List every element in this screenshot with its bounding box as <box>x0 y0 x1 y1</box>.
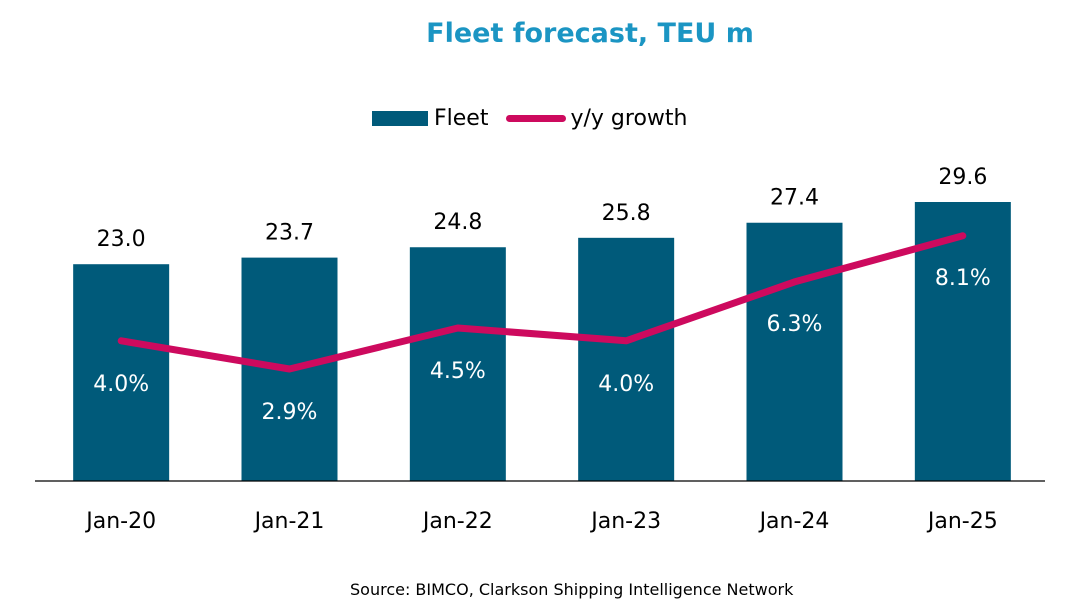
fleet-value-label: 23.7 <box>265 221 314 246</box>
fleet-bar <box>73 264 170 481</box>
fleet-bar <box>746 222 843 481</box>
fleet-bar <box>241 257 338 481</box>
fleet-value-label: 23.0 <box>97 227 146 252</box>
growth-value-label: 4.0% <box>93 372 149 397</box>
growth-value-label: 8.1% <box>935 266 991 291</box>
x-tick-label: Jan-24 <box>758 509 830 534</box>
growth-value-label: 6.3% <box>767 312 823 337</box>
chart-title: Fleet forecast, TEU m <box>426 18 754 49</box>
fleet-bar <box>914 202 1011 481</box>
legend-swatch-growth <box>506 114 567 122</box>
legend-swatch-fleet <box>372 110 428 126</box>
legend-item-fleet: Fleet <box>372 106 488 131</box>
fleet-value-label: 25.8 <box>602 201 651 226</box>
legend-label-growth: y/y growth <box>570 105 688 131</box>
growth-line <box>117 232 967 373</box>
x-tick-label: Jan-23 <box>589 509 661 534</box>
fleet-value-label: 27.4 <box>770 186 819 211</box>
chart-source: Source: BIMCO, Clarkson Shipping Intelli… <box>350 580 794 599</box>
growth-value-label: 4.5% <box>430 359 486 384</box>
fleet-bar <box>409 247 506 481</box>
x-tick-label: Jan-21 <box>253 509 325 534</box>
legend-item-growth: y/y growth <box>506 106 687 131</box>
fleet-bar <box>578 237 675 481</box>
x-tick-label: Jan-25 <box>926 509 998 534</box>
growth-value-label: 2.9% <box>262 400 318 425</box>
fleet-value-label: 24.8 <box>433 210 482 235</box>
chart-legend: Fleet y/y growth <box>372 103 705 133</box>
growth-value-label: 4.0% <box>598 372 654 397</box>
x-tick-label: Jan-20 <box>84 509 156 534</box>
fleet-value-label: 29.6 <box>938 165 987 190</box>
x-tick-label: Jan-22 <box>421 509 493 534</box>
legend-label-fleet: Fleet <box>434 105 489 131</box>
